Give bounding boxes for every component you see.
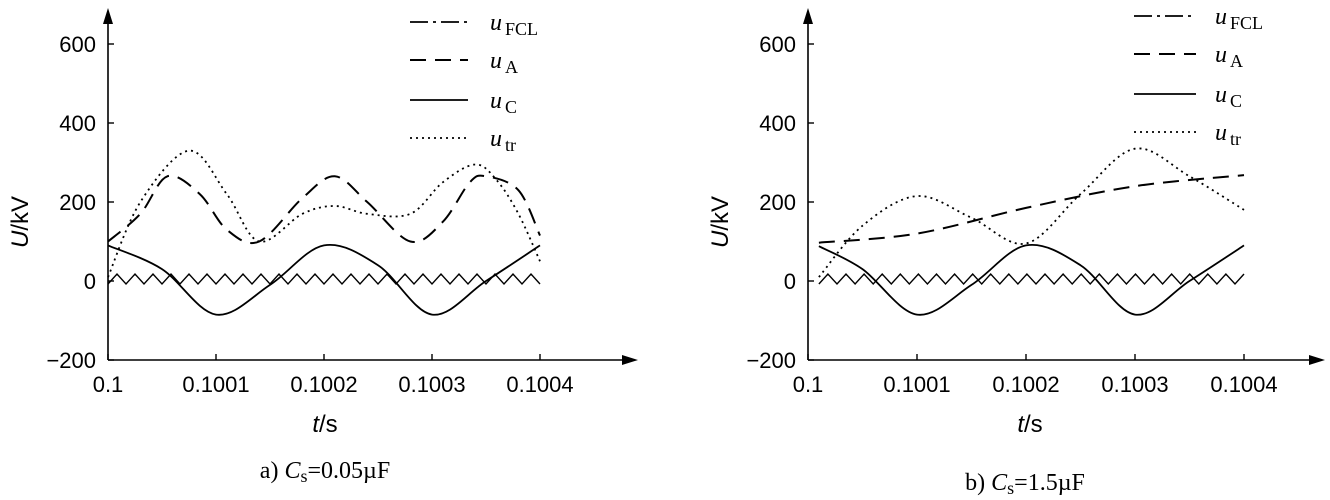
x-axis-label: t/s	[1017, 411, 1042, 438]
series-line-a	[818, 174, 1245, 244]
chart-b: 0.1 0.1001 0.1002 0.1003 0.1004 −200 0 200 400 60…	[707, 4, 1325, 498]
x-axis-arrow	[622, 355, 638, 365]
x-tick-label: 0.1002	[290, 372, 357, 397]
legend-label-fcl: u FCL	[490, 10, 538, 39]
y-tick-label: 200	[759, 190, 796, 215]
y-tick-label: 200	[59, 190, 96, 215]
x-axis-arrow	[1309, 355, 1325, 365]
series-fcl-ripple	[818, 272, 1245, 286]
series-fcl-ripple	[107, 272, 541, 286]
x-tick-label: 0.1003	[1101, 372, 1168, 397]
y-tick-label: 400	[59, 111, 96, 136]
series-line-fcl	[108, 245, 540, 315]
x-tick-label: 0.1	[93, 372, 124, 397]
y-tick-label: 0	[84, 269, 96, 294]
x-tick-label: 0.1004	[506, 372, 573, 397]
y-axis-arrow	[103, 8, 113, 24]
y-tick-label: 600	[759, 32, 796, 57]
y-tick-label: 600	[59, 32, 96, 57]
y-axis-label: U/kV	[707, 196, 734, 248]
x-tick-label: 0.1004	[1210, 372, 1277, 397]
y-axis-arrow	[803, 8, 813, 24]
series-line-c	[107, 243, 541, 316]
x-axis-label: t/s	[312, 411, 337, 438]
series-line-a	[107, 174, 541, 245]
x-tick-label: 0.1002	[992, 372, 1059, 397]
legend-label-tr: u tr	[490, 126, 516, 155]
chart-caption: a) Cs=0.05µF	[260, 458, 390, 486]
y-axis-label: U/kV	[7, 196, 34, 248]
y-tick-label: −200	[46, 348, 96, 373]
chart-caption: b) Cs=1.5µF	[965, 470, 1085, 498]
y-tick-label: −200	[746, 348, 796, 373]
legend-label-tr: u tr	[1215, 120, 1241, 149]
y-tick-label: 0	[784, 269, 796, 294]
series-line-tr	[818, 147, 1245, 278]
y-tick-label: 400	[759, 111, 796, 136]
legend-label-fcl: u FCL	[1215, 4, 1263, 33]
series-line-c	[818, 243, 1245, 316]
series-line-tr	[107, 149, 541, 278]
x-tick-label: 0.1001	[182, 372, 249, 397]
x-tick-label: 0.1	[793, 372, 824, 397]
x-tick-label: 0.1003	[398, 372, 465, 397]
x-tick-label: 0.1001	[883, 372, 950, 397]
chart-a: 0.1 0.1001 0.1002 0.1003 0.1004 −200 0 200 400 60…	[7, 8, 638, 486]
